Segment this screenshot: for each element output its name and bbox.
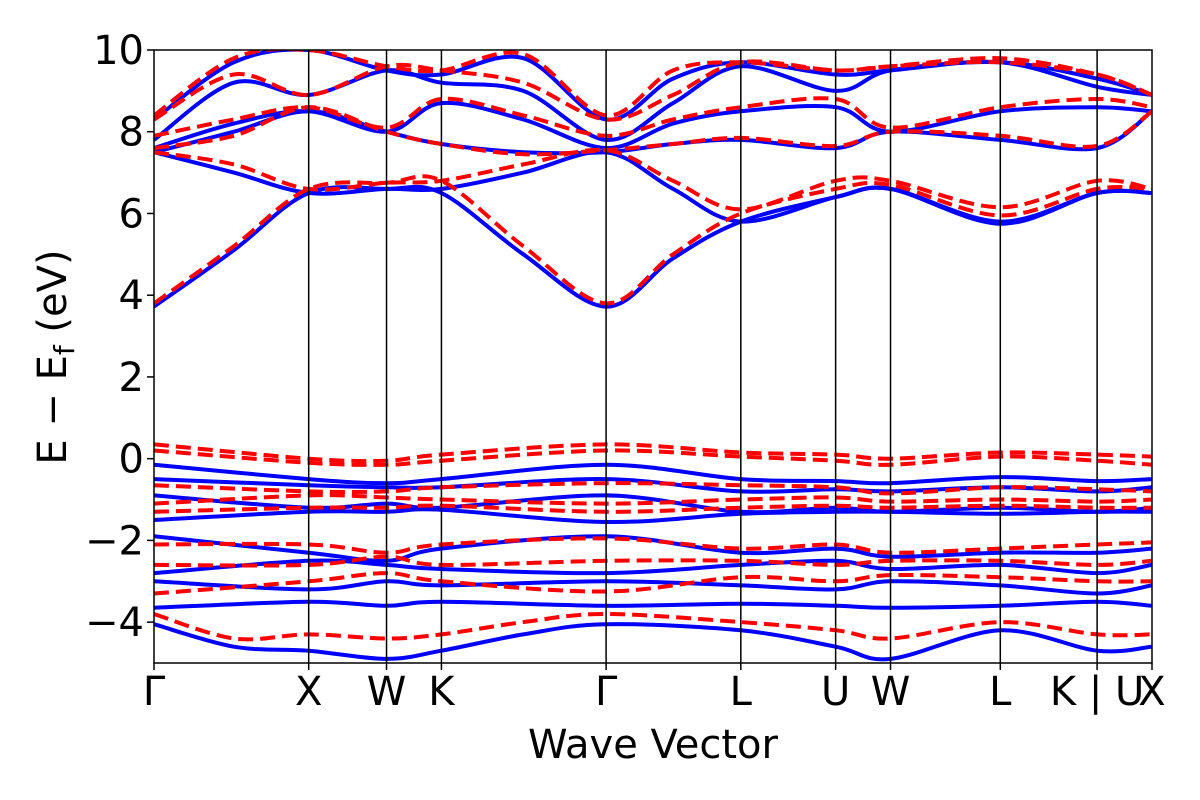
dashed-band-line-13 — [154, 554, 1152, 568]
y-tick-label: 10 — [93, 28, 144, 74]
x-tick-label: Γ — [595, 669, 618, 715]
y-tick-label: 0 — [119, 437, 144, 483]
dashed-band-line-12 — [154, 536, 1152, 555]
solid-band-line-14 — [154, 599, 1152, 610]
high-symmetry-lines — [307, 50, 1098, 663]
y-tick-label: −2 — [85, 518, 144, 564]
solid-band-line-4 — [154, 100, 1152, 151]
y-axis-label: E − Ef (eV) — [30, 249, 81, 464]
plot-frame — [153, 49, 1153, 664]
x-axis-label: Wave Vector — [528, 722, 779, 768]
dashed-band-line-7 — [154, 442, 1152, 464]
dashed-band-line-9 — [154, 481, 1152, 496]
x-tick-label: L — [730, 669, 753, 715]
y-tick-label: 4 — [119, 273, 144, 319]
dashed-band-line-10 — [154, 493, 1152, 506]
solid-band-line-5 — [154, 60, 1152, 142]
x-tick-label: K | U — [1050, 669, 1144, 715]
solid-band-line-8 — [154, 477, 1152, 494]
dashed-band-line-4 — [154, 96, 1152, 138]
solid-band-line-7 — [154, 462, 1152, 486]
dashed-band-line-5 — [154, 59, 1152, 122]
y-axis: −4 −2 0 2 4 6 8 10 — [85, 28, 154, 646]
x-tick-label: W — [871, 669, 911, 715]
dashed-band-line-2 — [154, 147, 1152, 212]
y-tick-label: 8 — [119, 110, 144, 156]
dashed-band-line-1 — [154, 174, 1152, 306]
dashed-band-line-11 — [154, 503, 1152, 514]
y-axis-label-unit: (eV) — [30, 249, 76, 345]
solid-band-line-10 — [154, 507, 1152, 525]
solid-band-line-15 — [154, 622, 1152, 662]
dashed-band-line-14 — [154, 571, 1152, 596]
dashed-band-line-8 — [154, 448, 1152, 467]
y-tick-label: 6 — [119, 191, 144, 237]
solid-band-line-1 — [154, 184, 1152, 309]
x-tick-label: L — [989, 669, 1012, 715]
x-tick-label: K — [428, 669, 456, 715]
solid-band-line-13 — [154, 579, 1152, 596]
x-tick-label: U — [821, 669, 850, 715]
bands-layer — [154, 50, 1152, 662]
x-tick-label: Γ — [143, 669, 166, 715]
x-tick-label: X — [1138, 669, 1165, 715]
y-tick-label: 2 — [119, 355, 144, 401]
solid-band-line-2 — [154, 149, 1152, 224]
y-axis-label-subscript: f — [48, 344, 81, 355]
x-tick-label: X — [295, 669, 322, 715]
solid-band-line-11 — [154, 534, 1152, 563]
y-axis-label-main: E − E — [30, 355, 76, 465]
x-tick-label: W — [367, 669, 407, 715]
y-tick-label: −4 — [85, 600, 144, 646]
